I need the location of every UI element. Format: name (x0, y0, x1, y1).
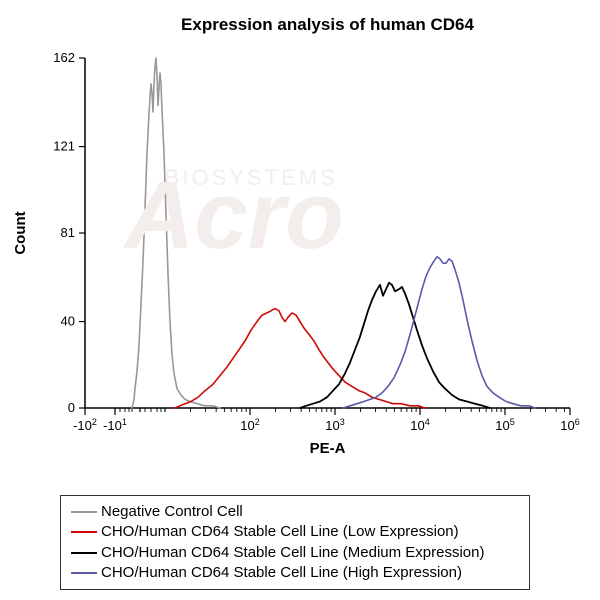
legend-label: CHO/Human CD64 Stable Cell Line (Medium … (101, 543, 484, 563)
legend-label: Negative Control Cell (101, 502, 243, 522)
svg-text:-102: -102 (73, 417, 97, 433)
legend-item: Negative Control Cell (71, 502, 519, 522)
svg-text:0: 0 (68, 400, 75, 415)
legend-item: CHO/Human CD64 Stable Cell Line (Medium … (71, 543, 519, 563)
chart-container: BIOSYSTEMSAcro Expression analysis of hu… (0, 0, 600, 600)
legend-swatch (71, 511, 97, 513)
flow-chart: Expression analysis of human CD64 0 40 81 12… (0, 0, 600, 490)
svg-text:PE-A: PE-A (310, 440, 346, 457)
legend-swatch (71, 531, 97, 533)
series-curve (343, 257, 535, 408)
legend-swatch (71, 552, 97, 554)
legend-label: CHO/Human CD64 Stable Cell Line (High Ex… (101, 563, 462, 583)
legend-item: CHO/Human CD64 Stable Cell Line (Low Exp… (71, 522, 519, 542)
legend-label: CHO/Human CD64 Stable Cell Line (Low Exp… (101, 522, 459, 542)
svg-text:121: 121 (53, 139, 75, 154)
svg-text:105: 105 (495, 417, 514, 433)
svg-text:103: 103 (325, 417, 344, 433)
series-curve (175, 309, 425, 408)
legend-item: CHO/Human CD64 Stable Cell Line (High Ex… (71, 563, 519, 583)
legend-swatch (71, 572, 97, 574)
series-curve (132, 58, 220, 408)
series-curve (300, 283, 490, 408)
svg-text:104: 104 (410, 417, 429, 433)
svg-text:102: 102 (240, 417, 259, 433)
svg-text:81: 81 (61, 225, 75, 240)
svg-text:Expression analysis of human C: Expression analysis of human CD64 (181, 15, 474, 34)
svg-text:Count: Count (12, 211, 29, 254)
svg-text:40: 40 (61, 314, 75, 329)
svg-text:106: 106 (560, 417, 579, 433)
svg-text:-101: -101 (103, 417, 127, 433)
legend-box: Negative Control CellCHO/Human CD64 Stab… (60, 495, 530, 590)
svg-text:162: 162 (53, 50, 75, 65)
